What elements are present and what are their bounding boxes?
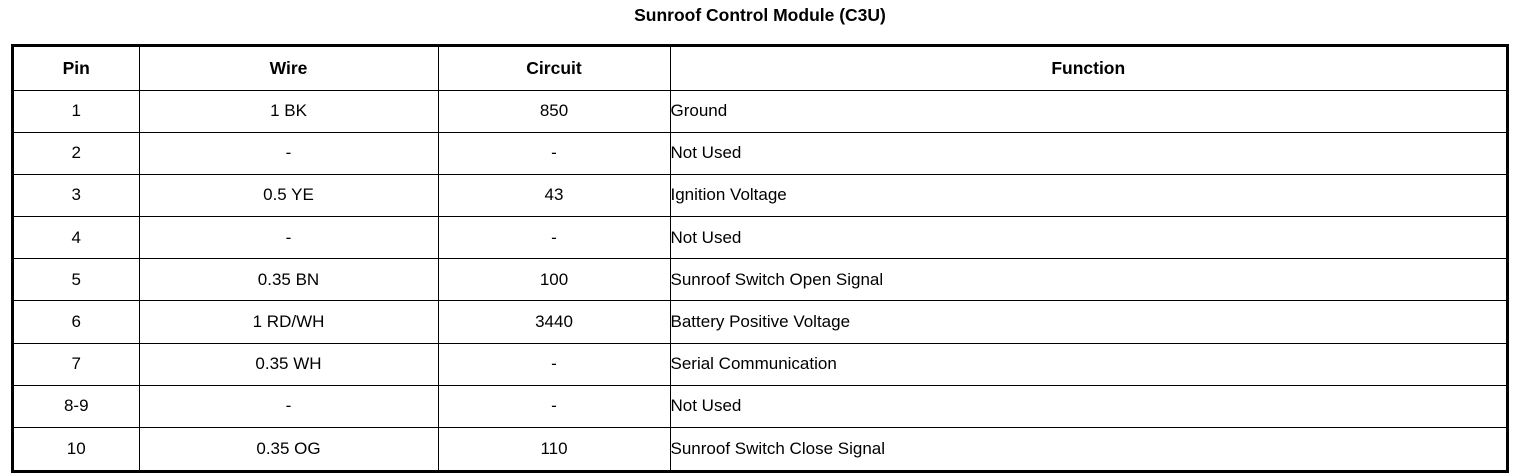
cell-wire: 0.35 WH	[138, 342, 439, 386]
table-row: 6 1 RD/WH 3440 Battery Positive Voltage	[14, 300, 1506, 344]
cell-function: Serial Communication	[669, 342, 1506, 386]
cell-pin: 8-9	[14, 384, 140, 429]
header-row: Pin Wire Circuit Function	[14, 47, 1506, 91]
cell-wire: 0.35 OG	[138, 426, 439, 470]
cell-function: Not Used	[669, 131, 1506, 175]
table-row: 4 - - Not Used	[14, 216, 1506, 260]
cell-pin: 10	[14, 426, 140, 470]
page-title: Sunroof Control Module (C3U)	[634, 5, 886, 25]
cell-circuit: 100	[437, 258, 671, 302]
cell-pin: 1	[14, 89, 140, 133]
table-row: 5 0.35 BN 100 Sunroof Switch Open Signal	[14, 258, 1506, 302]
cell-pin: 2	[14, 131, 140, 175]
pinout-table: Pin Wire Circuit Function 1 1 BK 850 Gro…	[14, 47, 1506, 470]
cell-circuit: -	[437, 342, 671, 386]
cell-circuit: 850	[437, 89, 671, 133]
column-header-function: Function	[669, 47, 1506, 91]
table-row: 10 0.35 OG 110 Sunroof Switch Close Sign…	[14, 426, 1506, 470]
cell-pin: 7	[14, 342, 140, 386]
cell-wire: 1 RD/WH	[138, 300, 439, 344]
pinout-table-container: Pin Wire Circuit Function 1 1 BK 850 Gro…	[11, 44, 1509, 473]
cell-function: Sunroof Switch Close Signal	[669, 426, 1506, 470]
cell-pin: 6	[14, 300, 140, 344]
cell-circuit: 3440	[437, 300, 671, 344]
cell-pin: 5	[14, 258, 140, 302]
table-row: 8-9 - - Not Used	[14, 384, 1506, 429]
cell-wire: 1 BK	[138, 89, 439, 133]
table-header: Pin Wire Circuit Function	[14, 47, 1506, 91]
cell-circuit: 110	[437, 426, 671, 470]
cell-function: Sunroof Switch Open Signal	[669, 258, 1506, 302]
cell-circuit: -	[437, 216, 671, 260]
cell-wire: 0.5 YE	[138, 173, 439, 218]
table-row: 2 - - Not Used	[14, 131, 1506, 175]
cell-function: Ground	[669, 89, 1506, 133]
table-row: 1 1 BK 850 Ground	[14, 89, 1506, 133]
column-header-circuit: Circuit	[437, 47, 671, 91]
cell-circuit: -	[437, 384, 671, 429]
cell-wire: 0.35 BN	[138, 258, 439, 302]
cell-wire: -	[138, 131, 439, 175]
cell-function: Battery Positive Voltage	[669, 300, 1506, 344]
cell-function: Not Used	[669, 216, 1506, 260]
cell-circuit: 43	[437, 173, 671, 218]
cell-function: Ignition Voltage	[669, 173, 1506, 218]
cell-pin: 4	[14, 216, 140, 260]
cell-wire: -	[138, 216, 439, 260]
column-header-pin: Pin	[14, 47, 140, 91]
table-row: 3 0.5 YE 43 Ignition Voltage	[14, 173, 1506, 218]
table-row: 7 0.35 WH - Serial Communication	[14, 342, 1506, 386]
cell-function: Not Used	[669, 384, 1506, 429]
table-body: 1 1 BK 850 Ground 2 - - Not Used 3 0.5 Y…	[14, 89, 1506, 470]
column-header-wire: Wire	[138, 47, 439, 91]
cell-circuit: -	[437, 131, 671, 175]
cell-pin: 3	[14, 173, 140, 218]
cell-wire: -	[138, 384, 439, 429]
